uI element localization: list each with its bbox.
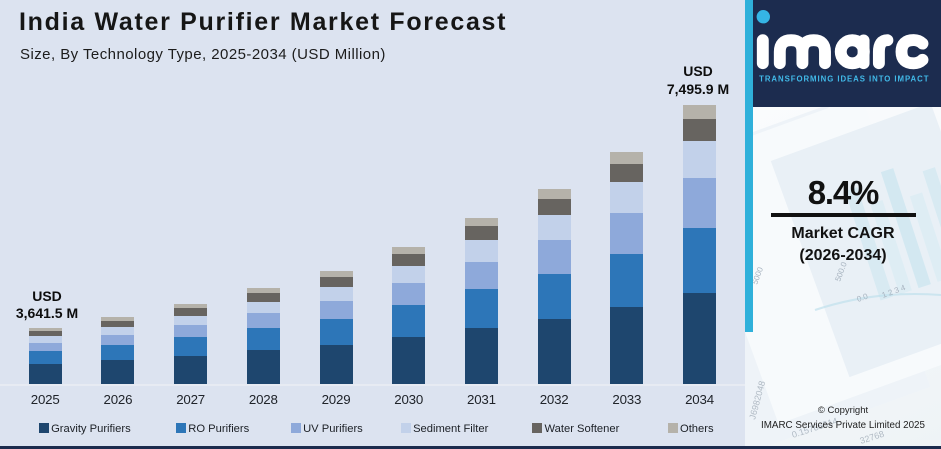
svg-text:TRANSFORMING IDEAS INTO IMPACT: TRANSFORMING IDEAS INTO IMPACT (759, 74, 929, 83)
svg-text:0.0: 0.0 (856, 291, 870, 303)
svg-text:32768: 32768 (859, 429, 886, 446)
